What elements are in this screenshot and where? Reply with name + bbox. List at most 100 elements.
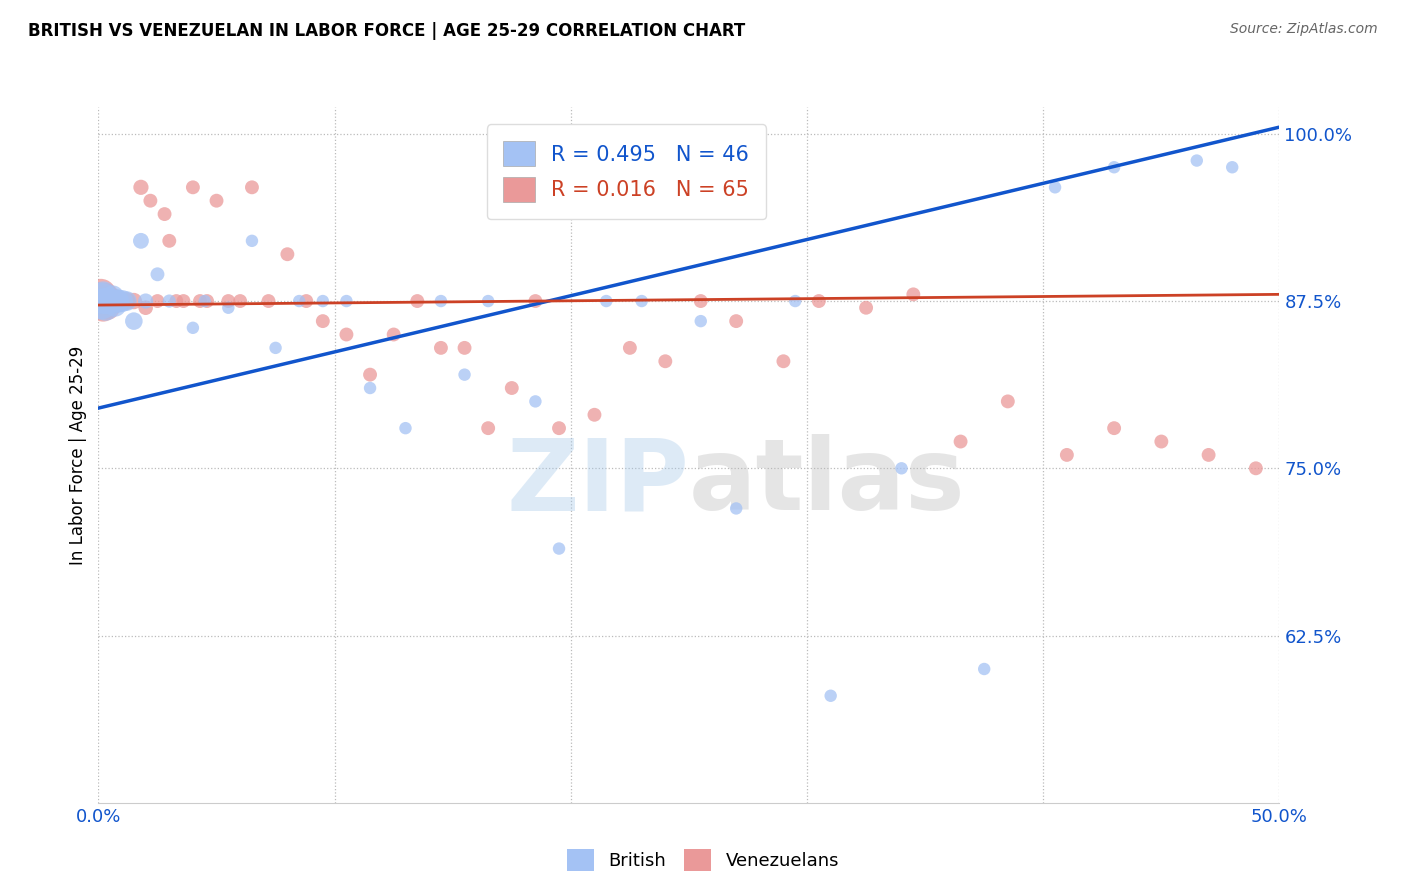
Point [188,294,211,309]
Point [91,294,114,309]
Point [807,294,830,309]
Point [115,294,138,309]
Point [1056,448,1078,462]
Point [217,301,239,315]
Point [725,314,748,328]
Point [689,294,711,309]
Point [785,294,807,309]
Point [595,294,617,309]
Point [406,294,429,309]
Text: atlas: atlas [689,434,966,532]
Point [295,294,318,309]
Point [453,341,475,355]
Point [630,294,652,309]
Point [548,541,571,556]
Point [98,293,121,307]
Point [654,354,676,368]
Point [157,294,180,309]
Point [1220,161,1243,175]
Point [359,381,381,395]
Point [288,294,311,309]
Point [146,294,169,309]
Point [477,294,499,309]
Point [122,294,145,309]
Point [195,294,218,309]
Point [97,294,120,309]
Point [111,294,134,309]
Point [312,314,335,328]
Point [146,268,169,282]
Point [94,301,117,315]
Point [104,294,127,309]
Point [548,421,571,435]
Point [477,421,499,435]
Point [135,294,157,309]
Point [335,294,357,309]
Point [94,294,117,309]
Point [619,341,641,355]
Legend: R = 0.495   N = 46, R = 0.016   N = 65: R = 0.495 N = 46, R = 0.016 N = 65 [486,124,766,219]
Point [217,294,239,309]
Point [105,294,128,309]
Point [135,301,157,315]
Point [104,298,127,312]
Point [181,180,204,194]
Point [394,421,416,435]
Text: BRITISH VS VENEZUELAN IN LABOR FORCE | AGE 25-29 CORRELATION CHART: BRITISH VS VENEZUELAN IN LABOR FORCE | A… [28,22,745,40]
Point [90,287,112,301]
Point [98,294,121,309]
Point [453,368,475,382]
Point [1150,434,1173,449]
Point [94,298,117,312]
Point [430,341,453,355]
Point [165,294,187,309]
Point [276,247,298,261]
Point [312,294,335,309]
Point [501,381,523,395]
Point [997,394,1019,409]
Point [115,294,138,309]
Point [104,294,127,309]
Point [820,689,842,703]
Point [91,294,114,309]
Point [194,294,217,309]
Point [105,294,128,309]
Point [1244,461,1267,475]
Point [91,287,114,301]
Point [903,287,925,301]
Point [172,294,194,309]
Point [1043,180,1066,194]
Point [90,294,112,309]
Point [97,301,120,315]
Point [949,434,972,449]
Point [240,180,263,194]
Point [257,294,280,309]
Point [101,293,124,307]
Point [98,294,121,309]
Point [890,461,912,475]
Y-axis label: In Labor Force | Age 25-29: In Labor Force | Age 25-29 [69,345,87,565]
Point [772,354,794,368]
Point [101,295,124,310]
Point [97,294,120,309]
Point [181,321,204,335]
Point [382,327,405,342]
Point [157,234,180,248]
Point [94,290,117,304]
Point [1102,161,1125,175]
Point [1198,448,1220,462]
Point [105,294,128,309]
Point [101,290,124,304]
Point [973,662,995,676]
Point [153,207,176,221]
Point [264,341,287,355]
Point [129,234,152,248]
Point [689,314,711,328]
Point [105,294,128,309]
Point [229,294,252,309]
Point [430,294,453,309]
Point [108,294,131,309]
Point [240,234,263,248]
Text: ZIP: ZIP [506,434,689,532]
Point [98,294,121,309]
